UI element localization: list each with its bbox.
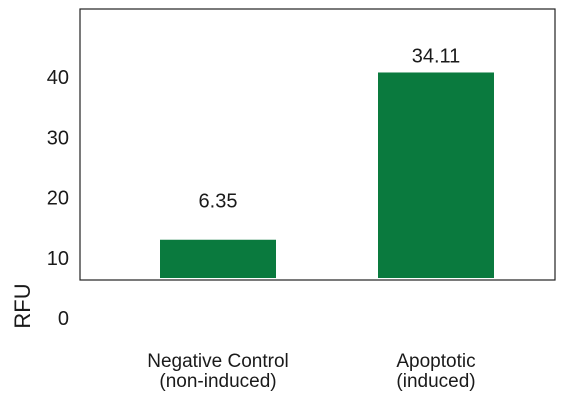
category-label: (non-induced) (159, 371, 276, 392)
bar-value-label: 34.11 (412, 45, 461, 67)
bar (378, 72, 494, 279)
bar-value-label: 6.35 (199, 191, 238, 213)
bars (160, 72, 494, 279)
category-label: Negative Control (147, 351, 289, 372)
bar-value-labels: 6.35 34.11 (199, 45, 461, 212)
plot-area-frame (79, 8, 556, 281)
category-label: (induced) (396, 371, 475, 392)
y-tick-label: 20 (47, 188, 69, 210)
y-tick-label: 0 (58, 308, 69, 330)
y-tick-label: 30 (47, 127, 69, 149)
y-axis-label: RFU (10, 283, 35, 328)
bar (160, 239, 276, 278)
category-labels: Negative Control(non-induced) Apoptotic(i… (147, 351, 475, 392)
y-tick-label: 40 (47, 67, 69, 89)
y-axis-ticks: 0 10 20 30 40 (47, 67, 69, 330)
y-tick-label: 10 (47, 248, 69, 270)
category-label: Apoptotic (396, 351, 475, 372)
